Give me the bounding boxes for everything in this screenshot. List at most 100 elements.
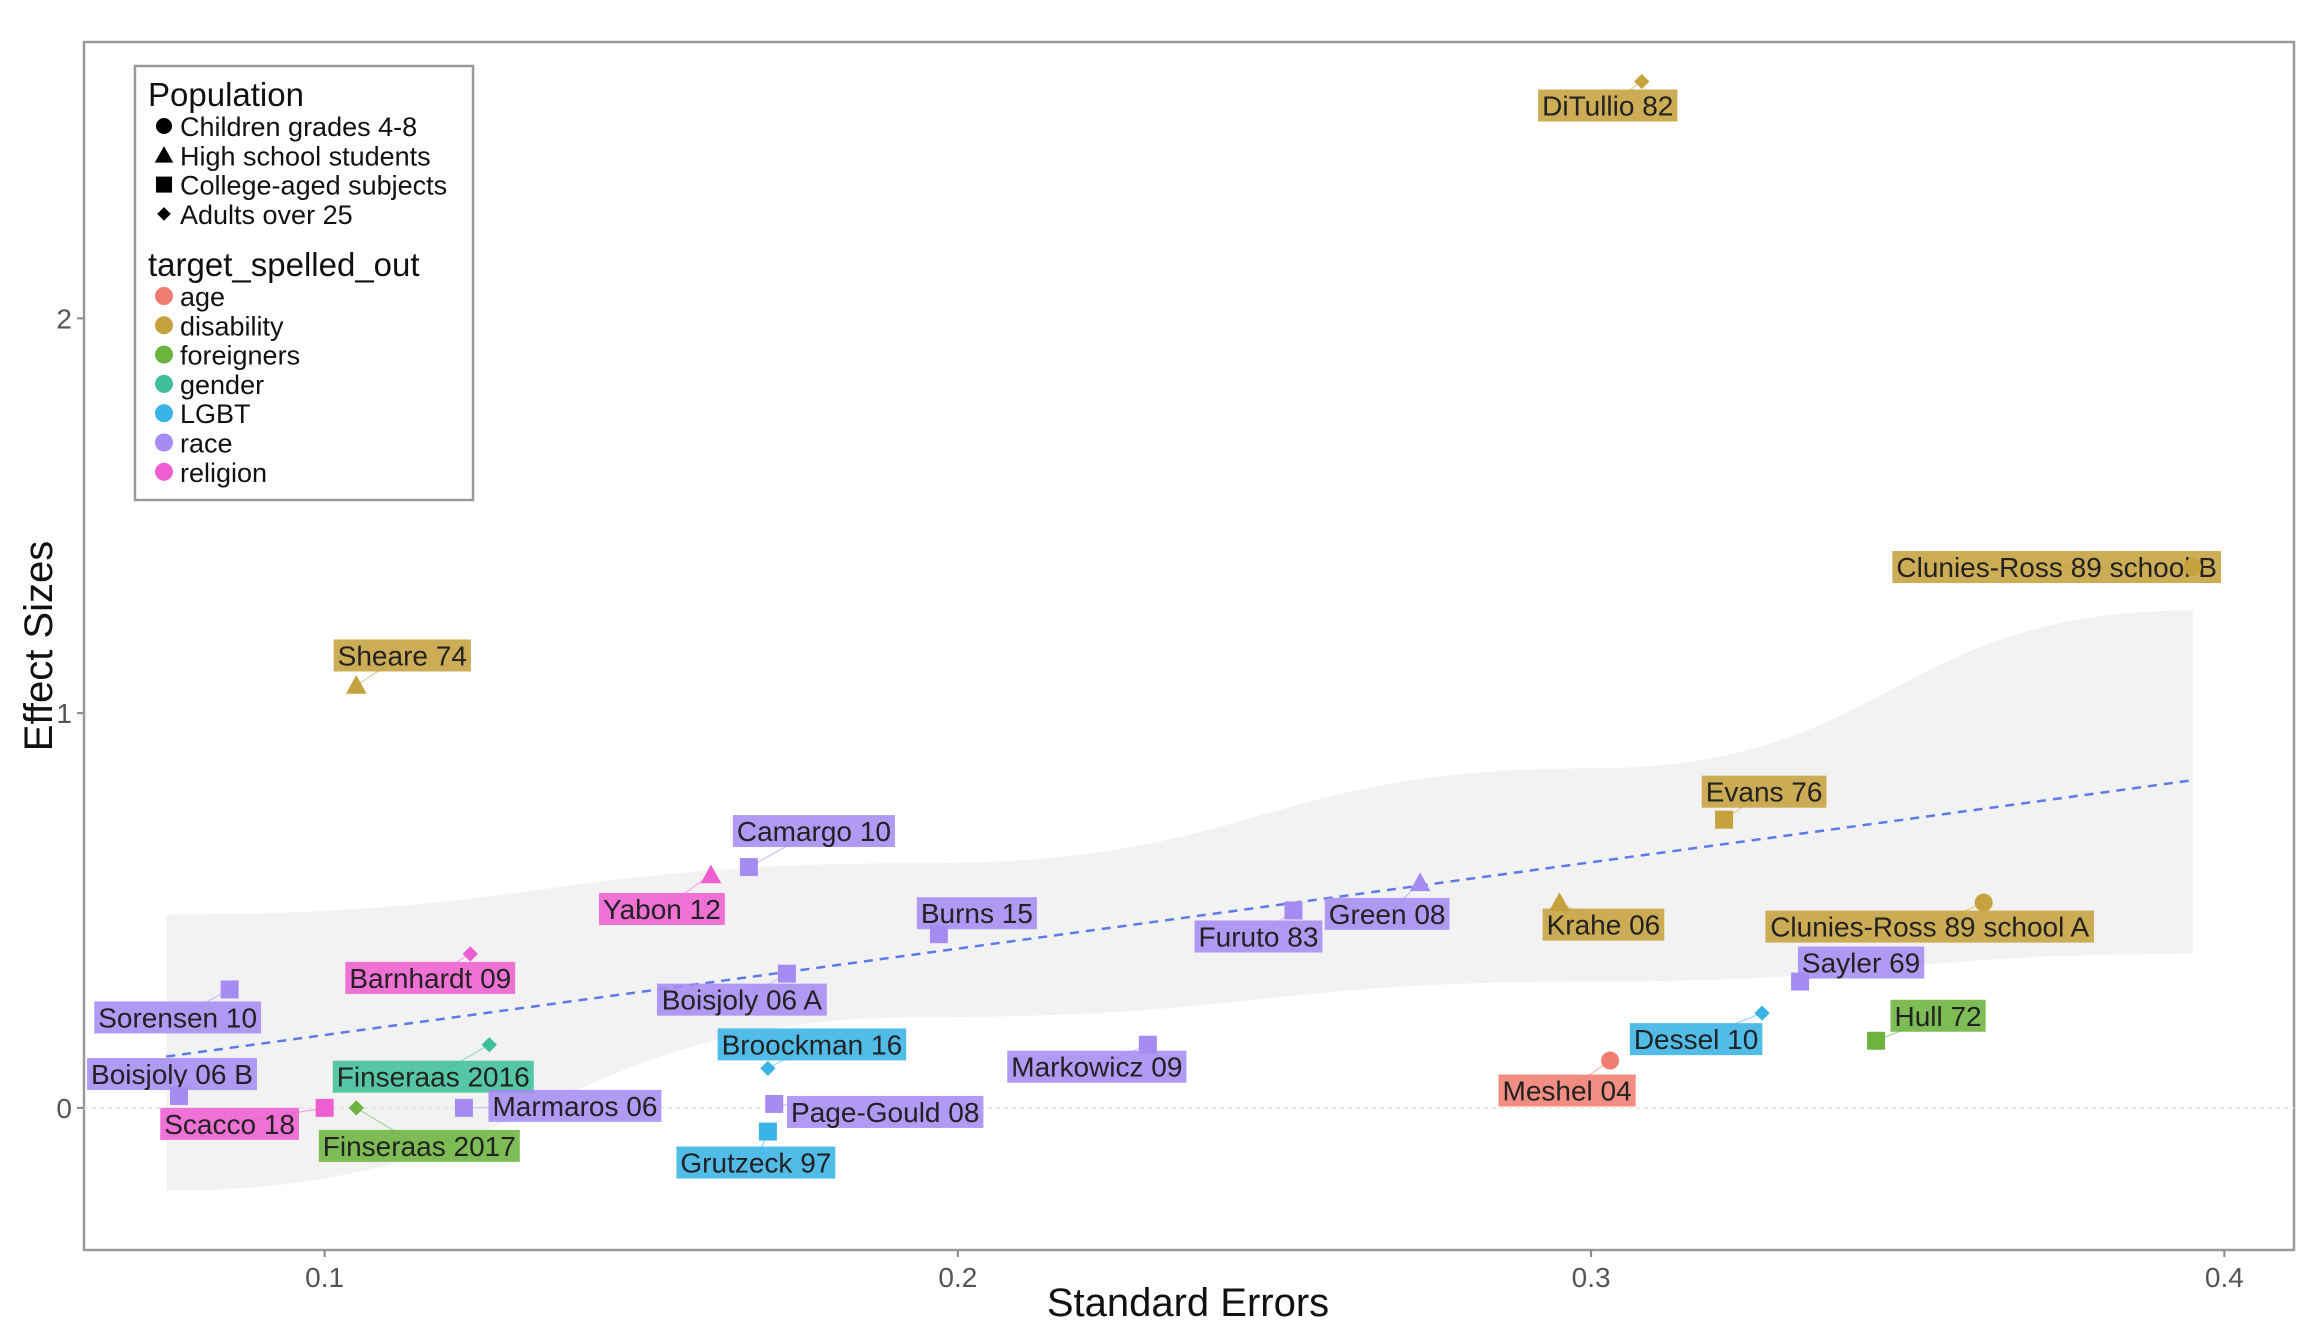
point-label-text: Green 08 [1329,899,1446,930]
point-label-sheare-74: Sheare 74 [333,639,471,672]
legend-triangle-icon [154,146,174,163]
data-point-boisjoly-06-a [777,964,796,983]
legend-color-swatch-icon [155,345,173,364]
point-label-text: Sorensen 10 [98,1002,257,1033]
confidence-band-layer [166,610,2193,1191]
x-tick-label: 0.4 [2205,1262,2244,1293]
legend-color-label: foreigners [180,341,300,371]
data-point-clunies-ross-89-school-a [1974,893,1993,912]
axes-layer: 0.1 0.2 0.3 0.4 0 1 2 [56,303,2243,1293]
point-label-clunies-ross-89-school-a: Clunies-Ross 89 school A [1765,910,2095,943]
point-label-background [160,1107,300,1140]
point-label-text: Hull 72 [1894,1001,1981,1032]
point-label-text: Meshel 04 [1503,1076,1632,1107]
point-label-background [1542,908,1665,941]
legend-shape-label: High school students [180,141,431,171]
legend-circle-icon [156,118,172,134]
point-label-text: Evans 76 [1706,777,1823,808]
point-label-background [1629,1023,1763,1056]
point-label-yabon-12: Yabon 12 [599,892,725,925]
point-label-background [1007,1050,1187,1083]
legend-color-label: LGBT [180,399,251,429]
legend-color-swatch-icon [155,462,173,481]
data-point-evans-76 [1715,810,1734,829]
legend-shape-label: College-aged subjects [180,171,447,201]
data-point-broockman-16 [760,1060,776,1077]
legend-color-swatch-icon [155,374,173,393]
point-label-evans-76: Evans 76 [1701,775,1827,808]
point-label-marmaros-06: Marmaros 06 [488,1089,662,1122]
y-tick-label: 0 [56,1093,72,1124]
point-label-page-gould-08: Page-Gould 08 [787,1095,984,1128]
point-label-background [1701,775,1827,808]
point-label-background [1324,897,1450,930]
point-label-background [717,1028,907,1061]
point-label-background [916,897,1037,930]
point-label-background [345,961,516,994]
point-label-finseraas-2016: Finseraas 2016 [332,1060,534,1093]
point-label-text: Clunies-Ross 89 school B [1896,552,2217,583]
x-axis-title: Standard Errors [1047,1281,1329,1325]
point-label-background [676,1146,836,1179]
legend-square-icon [156,176,172,193]
point-label-text: Finseraas 2017 [323,1131,516,1162]
legend-shape-label: Children grades 4-8 [180,112,417,142]
point-label-background [787,1095,984,1128]
point-label-background [94,1001,262,1034]
points-layer [169,73,2202,1141]
data-point-camargo-10 [739,858,758,877]
legend-color-swatch-icon [155,316,173,335]
data-point-page-gould-08 [765,1094,784,1113]
legend-color-swatch-icon [155,404,173,423]
legend-color-label: age [180,282,225,312]
point-label-scacco-18: Scacco 18 [160,1107,300,1140]
point-labels-layer: DiTullio 82 Clunies-Ross 89 school B Shear… [87,89,2221,1179]
data-point-sheare-74 [345,675,367,694]
point-label-background [656,983,827,1016]
legend-box [133,64,475,502]
point-label-green-08: Green 08 [1324,897,1450,930]
point-label-text: Furuto 83 [1199,921,1319,952]
point-label-markowicz-09: Markowicz 09 [1007,1050,1187,1083]
legend-color-title: target_spelled_out [148,246,420,283]
point-label-background [1538,89,1678,122]
point-label-background [488,1089,662,1122]
data-point-burns-15 [929,925,948,944]
data-point-hull-72 [1867,1031,1886,1050]
point-label-background [1498,1074,1636,1107]
data-point-finseraas-2016 [481,1037,497,1053]
point-label-hull-72: Hull 72 [1890,999,1986,1032]
data-point-meshel-04 [1601,1051,1620,1070]
trend-line [166,778,2193,1058]
point-label-text: Dessel 10 [1634,1024,1759,1055]
legend-color-label: religion [180,458,267,488]
legend-color-label: disability [180,311,284,341]
data-point-finseraas-2017 [348,1100,364,1116]
point-label-furuto-83: Furuto 83 [1194,920,1323,953]
point-label-text: Sheare 74 [338,640,467,671]
point-label-barnhardt-09: Barnhardt 09 [345,961,516,994]
point-label-text: Krahe 06 [1547,910,1661,941]
point-label-finseraas-2017: Finseraas 2017 [318,1129,520,1162]
point-label-burns-15: Burns 15 [916,897,1037,930]
data-point-furuto-83 [1284,901,1303,920]
point-label-meshel-04: Meshel 04 [1498,1074,1636,1107]
data-point-sayler-69 [1791,972,1810,991]
point-label-text: Camargo 10 [737,816,891,847]
y-axis-title: Effect Sizes [17,541,61,751]
legend-diamond-icon [157,207,171,221]
point-label-camargo-10: Camargo 10 [732,815,895,848]
data-point-clunies-ross-89-school-b [2183,558,2202,577]
point-label-text: DiTullio 82 [1542,90,1673,121]
x-tick-label: 0.3 [1572,1262,1611,1293]
point-label-text: Scacco 18 [164,1109,295,1140]
data-point-marmaros-06 [454,1098,473,1117]
point-label-text: Finseraas 2016 [337,1062,530,1093]
legend-shape-title: Population [148,76,304,113]
point-label-background [318,1129,520,1162]
point-label-text: Page-Gould 08 [791,1097,979,1128]
point-label-boisjoly-06-b: Boisjoly 06 B [87,1058,257,1091]
point-label-clunies-ross-89-school-b: Clunies-Ross 89 school B [1892,551,2221,584]
point-label-background [1194,920,1323,953]
